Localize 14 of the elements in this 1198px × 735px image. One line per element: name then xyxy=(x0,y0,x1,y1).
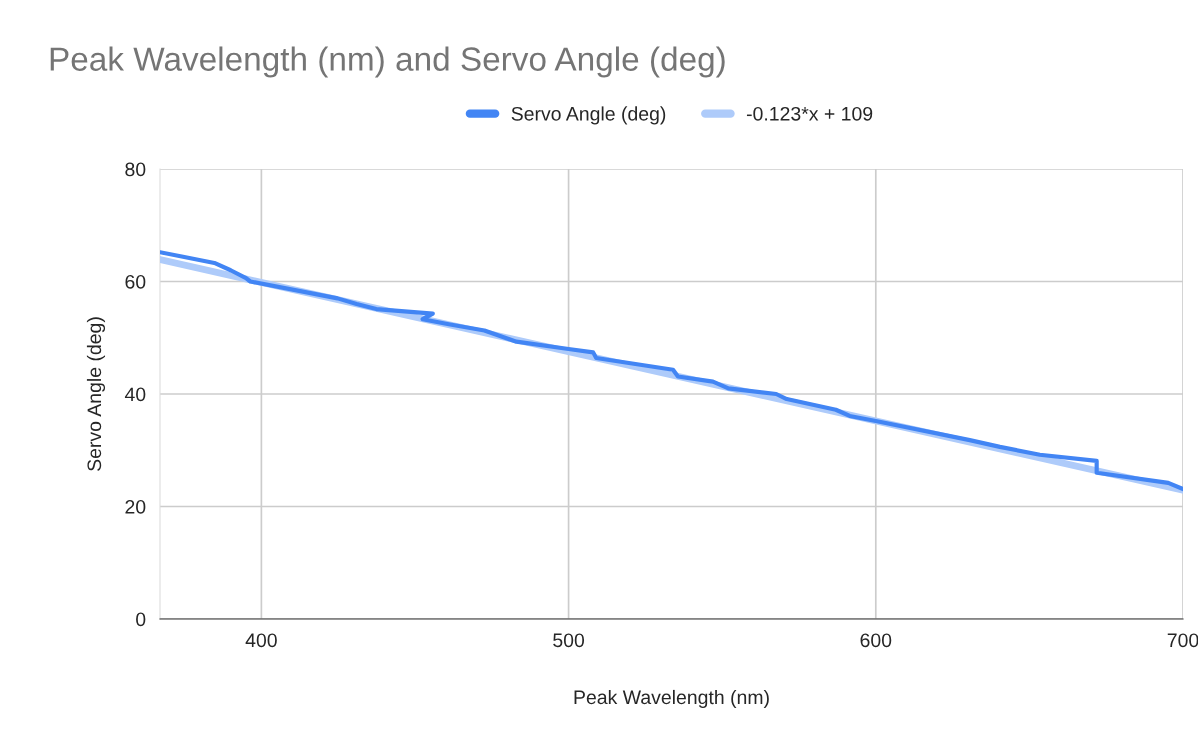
x-tick-label: 500 xyxy=(553,633,585,648)
y-tick-label: 40 xyxy=(124,387,146,402)
legend-label: Servo Angle (deg) xyxy=(511,106,666,125)
legend-label: -0.123*x + 109 xyxy=(746,106,873,121)
x-tick-label: 600 xyxy=(860,633,892,648)
y-tick-label: 0 xyxy=(136,612,146,627)
y-tick-label: 80 xyxy=(125,162,146,177)
chart-title: Peak Wavelength (nm) and Servo Angle (deg) xyxy=(50,46,725,78)
x-tick-label: 400 xyxy=(245,633,277,648)
x-axis-title: Peak Wavelength (nm) xyxy=(574,689,769,709)
y-tick-label: 20 xyxy=(125,499,146,514)
x-tick-label: 700 xyxy=(1167,633,1198,648)
y-tick-label: 60 xyxy=(125,274,146,289)
y-axis-title: Servo Angle (deg) xyxy=(86,317,106,471)
